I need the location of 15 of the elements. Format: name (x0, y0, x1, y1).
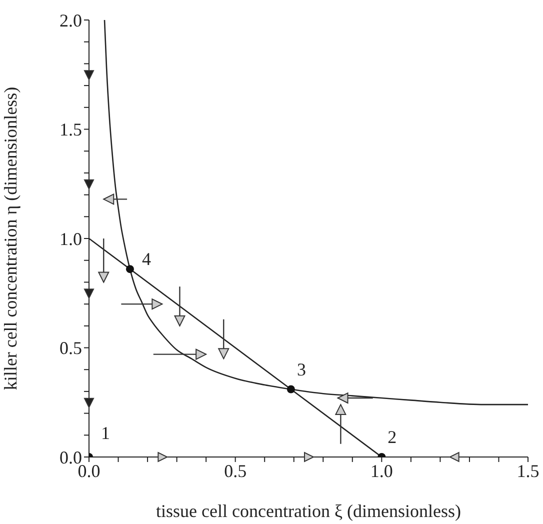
y-tick-label: 1.0 (60, 228, 82, 249)
point (286, 385, 295, 394)
x-axis-title: tissue cell concentration ξ (dimensionless) (156, 501, 461, 521)
annotation: 1 (101, 423, 110, 443)
annotation: 4 (142, 249, 151, 270)
annotation: 2 (388, 427, 397, 447)
y-tick-label: 2.0 (60, 10, 82, 30)
point (126, 265, 134, 274)
x-tick-label: 1.0 (370, 460, 393, 481)
y-tick-label: 0.5 (60, 338, 82, 358)
y-axis-title: killer cell concentration η (dimensionless) (0, 86, 20, 390)
x-tick-label: 1.5 (516, 460, 540, 481)
y-tick-label: 1.5 (60, 120, 82, 140)
annotation: 3 (296, 359, 306, 380)
x-tick-label: 0.5 (224, 460, 247, 481)
